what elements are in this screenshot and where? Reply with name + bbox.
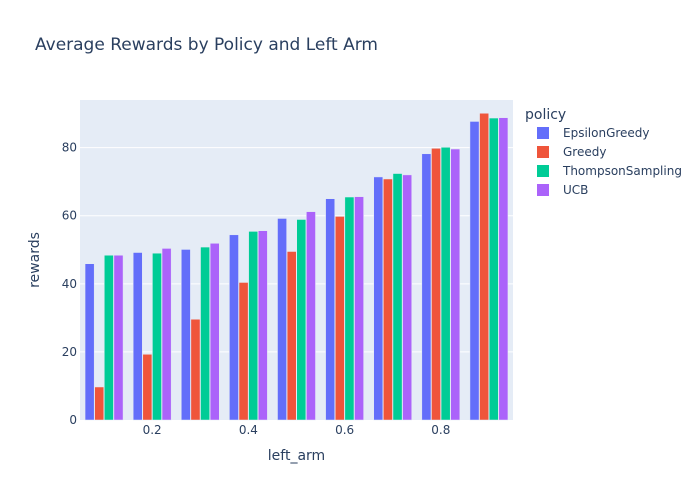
bar-greedy-8 xyxy=(431,148,441,421)
bar-thompsonsampling-3 xyxy=(200,246,210,421)
bar-thompsonsampling-1 xyxy=(104,254,114,421)
y-tick-label: 20 xyxy=(62,345,77,359)
legend-swatch xyxy=(537,146,549,158)
bar-epsilongreedy-8 xyxy=(421,153,432,421)
legend-swatch xyxy=(537,165,549,177)
y-tick-label: 0 xyxy=(69,413,77,427)
legend-label: ThompsonSampling xyxy=(562,164,682,178)
bar-epsilongreedy-9 xyxy=(469,121,480,421)
x-tick-label: 0.4 xyxy=(239,423,258,437)
chart-title: Average Rewards by Policy and Left Arm xyxy=(35,35,378,55)
y-tick-label: 80 xyxy=(62,141,77,155)
bar-greedy-6 xyxy=(334,216,345,421)
bar-epsilongreedy-6 xyxy=(325,198,335,421)
legend-label: UCB xyxy=(563,183,588,197)
y-axis-title: rewards xyxy=(27,232,43,288)
bar-thompsonsampling-9 xyxy=(488,117,499,421)
x-tick-label: 0.2 xyxy=(143,423,162,437)
x-axis-title: left_arm xyxy=(268,448,325,464)
x-tick-label: 0.8 xyxy=(431,423,450,437)
bar-thompsonsampling-5 xyxy=(296,219,307,421)
bar-ucb-9 xyxy=(498,117,509,421)
bars-group xyxy=(84,113,509,421)
x-tick-label: 0.6 xyxy=(335,423,354,437)
y-tick-label: 60 xyxy=(62,209,77,223)
bar-ucb-7 xyxy=(402,174,412,421)
bar-epsilongreedy-5 xyxy=(277,218,287,421)
bar-thompsonsampling-2 xyxy=(152,252,162,421)
bar-epsilongreedy-7 xyxy=(373,176,384,421)
bar-epsilongreedy-3 xyxy=(181,249,191,421)
bar-ucb-5 xyxy=(306,211,316,421)
bar-greedy-1 xyxy=(94,386,105,421)
legend-swatch xyxy=(537,127,549,139)
legend-label: EpsilonGreedy xyxy=(563,126,650,140)
bar-ucb-6 xyxy=(354,196,364,421)
bar-greedy-7 xyxy=(383,178,393,421)
bar-greedy-9 xyxy=(479,113,489,421)
legend: policy EpsilonGreedy Greedy ThompsonSampli… xyxy=(525,107,682,197)
bar-ucb-2 xyxy=(161,248,172,421)
y-tick-labels: 0 20 40 60 80 xyxy=(62,141,77,427)
legend-label: Greedy xyxy=(563,145,606,159)
bar-greedy-3 xyxy=(190,318,201,421)
bar-ucb-3 xyxy=(209,243,220,421)
bar-greedy-4 xyxy=(238,282,249,421)
legend-swatch xyxy=(537,184,549,196)
bar-thompsonsampling-8 xyxy=(440,147,451,421)
bar-ucb-4 xyxy=(258,230,268,421)
bar-greedy-5 xyxy=(286,251,297,421)
bar-greedy-2 xyxy=(142,354,153,421)
bar-thompsonsampling-7 xyxy=(392,173,403,421)
bar-thompsonsampling-4 xyxy=(248,231,259,421)
bar-ucb-8 xyxy=(450,148,461,421)
bar-thompsonsampling-6 xyxy=(344,196,355,421)
bar-ucb-1 xyxy=(113,254,124,421)
bar-epsilongreedy-4 xyxy=(229,234,239,421)
x-tick-labels: 0.2 0.4 0.6 0.8 xyxy=(143,423,451,437)
legend-title: policy xyxy=(525,107,566,123)
bar-epsilongreedy-1 xyxy=(84,263,95,421)
y-tick-label: 40 xyxy=(62,277,77,291)
bar-epsilongreedy-2 xyxy=(132,252,143,421)
